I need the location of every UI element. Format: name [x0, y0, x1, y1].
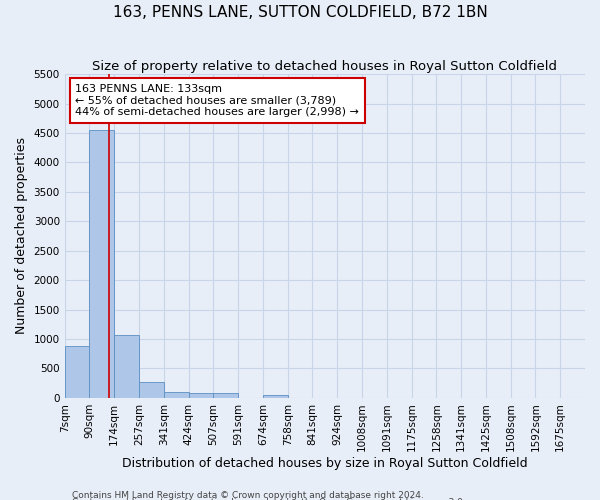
Bar [89, 130, 114, 398]
X-axis label: Distribution of detached houses by size in Royal Sutton Coldfield: Distribution of detached houses by size … [122, 457, 527, 470]
Text: 163 PENNS LANE: 133sqm
← 55% of detached houses are smaller (3,789)
44% of semi-: 163 PENNS LANE: 133sqm ← 55% of detached… [75, 84, 359, 117]
Bar [214, 393, 238, 398]
Bar [139, 382, 164, 398]
Text: Contains HM Land Registry data © Crown copyright and database right 2024.: Contains HM Land Registry data © Crown c… [72, 490, 424, 500]
Bar [114, 336, 139, 398]
Bar [188, 393, 214, 398]
Title: Size of property relative to detached houses in Royal Sutton Coldfield: Size of property relative to detached ho… [92, 60, 557, 73]
Bar [65, 346, 89, 398]
Y-axis label: Number of detached properties: Number of detached properties [15, 138, 28, 334]
Bar [263, 394, 287, 398]
Bar [164, 392, 188, 398]
Text: Contains public sector information licensed under the Open Government Licence v3: Contains public sector information licen… [72, 498, 466, 500]
Text: 163, PENNS LANE, SUTTON COLDFIELD, B72 1BN: 163, PENNS LANE, SUTTON COLDFIELD, B72 1… [113, 5, 487, 20]
